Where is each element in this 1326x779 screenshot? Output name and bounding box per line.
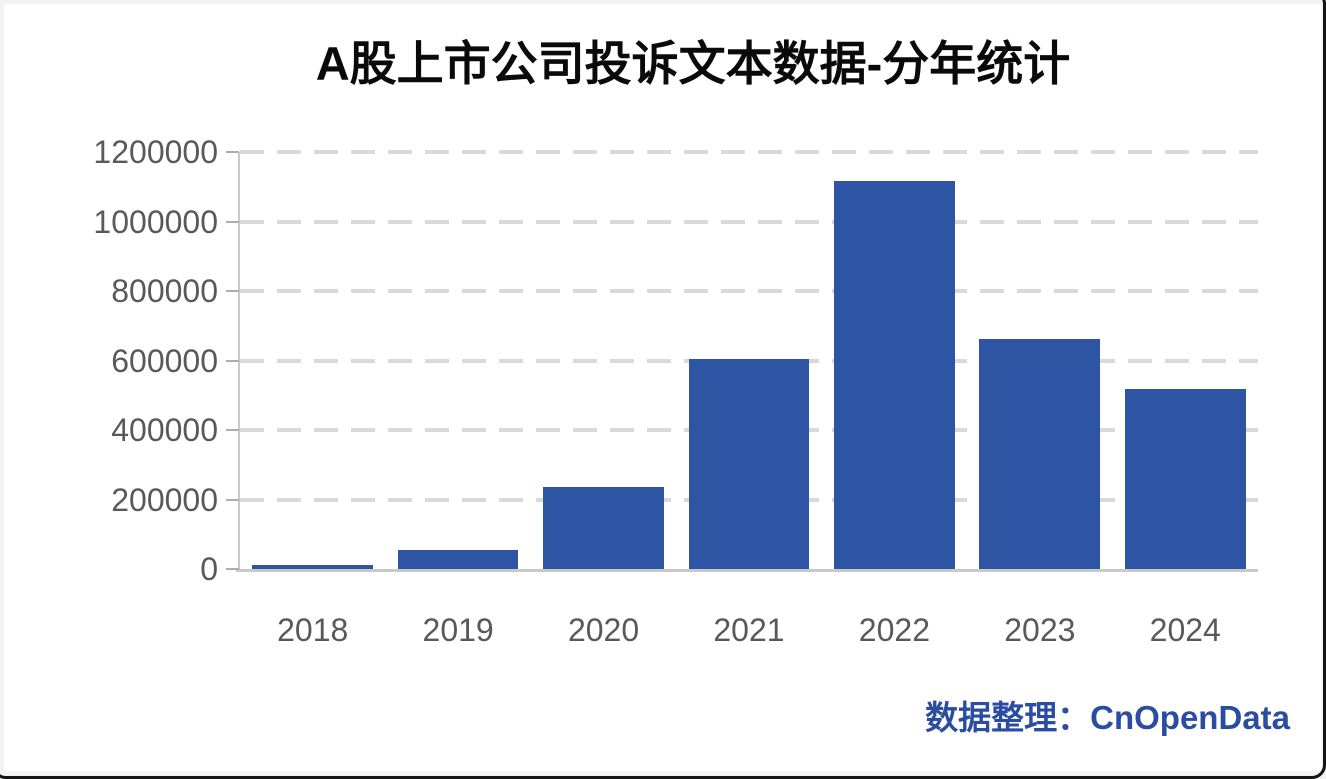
bar-2023 bbox=[979, 339, 1101, 569]
bar-2019 bbox=[397, 549, 519, 569]
gridline bbox=[240, 219, 1258, 224]
y-axis-label: 1000000 bbox=[93, 203, 218, 240]
bar-2024 bbox=[1124, 389, 1246, 569]
bar-2021 bbox=[688, 358, 810, 569]
y-axis-label: 600000 bbox=[111, 342, 218, 379]
bar-slot-2023 bbox=[967, 152, 1112, 569]
credit-text: 数据整理：CnOpenData bbox=[925, 699, 1290, 736]
plot-area bbox=[240, 150, 1258, 569]
chart-title: A股上市公司投诉文本数据-分年统计 bbox=[315, 37, 1071, 90]
y-tick-mark bbox=[226, 359, 239, 362]
y-tick-mark bbox=[226, 568, 239, 570]
x-axis-line bbox=[236, 569, 1258, 572]
y-axis-label: 400000 bbox=[111, 412, 218, 448]
y-axis-label: 200000 bbox=[111, 481, 218, 518]
y-axis-label: 800000 bbox=[111, 273, 218, 309]
x-axis-labels: 2018 2019 2020 2021 2022 2023 2024 bbox=[240, 608, 1258, 652]
gridline bbox=[240, 289, 1258, 293]
x-axis-label: 2019 bbox=[422, 612, 494, 648]
y-tick-mark bbox=[226, 151, 239, 153]
y-tick-mark bbox=[226, 498, 239, 501]
x-axis-label: 2018 bbox=[277, 612, 349, 648]
bar-slot-2024 bbox=[1113, 152, 1258, 569]
bar-slot-2020 bbox=[531, 152, 676, 569]
bars-row bbox=[240, 152, 1258, 569]
bar-slot-2022 bbox=[822, 152, 967, 569]
chart-canvas bbox=[4, 4, 1321, 771]
bar-slot-2019 bbox=[385, 152, 530, 569]
bar-2018 bbox=[252, 565, 374, 569]
x-axis-label: 2021 bbox=[713, 612, 785, 648]
bar-slot-2018 bbox=[240, 152, 385, 569]
y-tick-mark bbox=[226, 429, 239, 431]
bar-2022 bbox=[834, 180, 955, 569]
y-tick-mark bbox=[226, 290, 239, 292]
y-tick-mark bbox=[226, 220, 239, 223]
x-axis-label: 2020 bbox=[567, 612, 640, 648]
y-axis-labels: 0 200000 400000 600000 800000 1000000 1200000 bbox=[30, 0, 218, 779]
y-axis-line bbox=[238, 152, 240, 572]
bar-2020 bbox=[543, 487, 664, 569]
y-axis-label: 1200000 bbox=[93, 134, 218, 170]
x-axis-label: 2024 bbox=[1149, 612, 1221, 648]
y-axis-label: 0 bbox=[200, 551, 218, 587]
gridline bbox=[240, 150, 1258, 154]
x-axis-label: 2023 bbox=[1004, 612, 1076, 648]
bar-slot-2021 bbox=[676, 152, 821, 569]
x-axis-label: 2022 bbox=[858, 612, 930, 648]
